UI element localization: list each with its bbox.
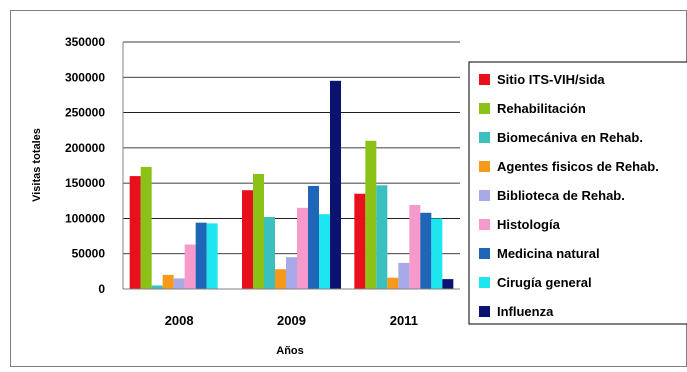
bar (365, 140, 377, 289)
axes (122, 42, 460, 290)
legend: Sitio ITS-VIH/sida Rehabilitación Biomecán… (468, 61, 687, 325)
y-tick-label: 150000 (65, 176, 105, 190)
legend-label: Biblioteca de Rehab. (497, 188, 625, 203)
bar (129, 176, 141, 289)
bar (184, 244, 196, 289)
bar (173, 278, 185, 289)
legend-swatch (479, 74, 490, 85)
legend-label: Agentes fisicos de Rehab. (497, 159, 659, 174)
bar (195, 222, 207, 289)
bar (376, 185, 388, 289)
bar (420, 212, 432, 289)
legend-swatch (479, 219, 490, 230)
legend-label: Histología (497, 217, 561, 232)
bar (286, 257, 297, 289)
legend-swatch (479, 103, 490, 114)
y-axis-label: Visitas totales (31, 128, 43, 202)
y-tick-label: 200000 (65, 141, 105, 155)
legend-label: Influenza (497, 304, 554, 319)
x-tick-label: 2011 (390, 313, 418, 328)
bar (253, 173, 264, 289)
legend-swatch (479, 161, 490, 172)
bar (206, 223, 218, 289)
bar (431, 218, 443, 289)
legend-swatch (479, 132, 490, 143)
bar (151, 285, 163, 289)
y-tick-label: 250000 (65, 106, 105, 120)
bar (442, 279, 454, 289)
bar (409, 205, 421, 289)
legend-label: Cirugía general (497, 275, 592, 290)
bar (297, 207, 308, 289)
legend-swatch (479, 306, 490, 317)
bars (129, 80, 454, 289)
bar (330, 80, 341, 289)
legend-items: Sitio ITS-VIH/sida Rehabilitación Biomecán… (479, 72, 659, 319)
bar (242, 190, 253, 289)
y-tick-labels: 0 50000 100000 150000 200000 250000 300000 3500… (65, 35, 105, 296)
legend-label: Sitio ITS-VIH/sida (497, 72, 605, 87)
legend-label: Medicina natural (497, 246, 600, 261)
legend-swatch (479, 190, 490, 201)
legend-label: Biomecániva en Rehab. (497, 130, 643, 145)
x-tick-label: 2009 (277, 313, 306, 328)
y-tick-label: 100000 (65, 211, 105, 225)
y-tick-label: 50000 (72, 247, 106, 261)
bar (387, 277, 399, 289)
legend-box (468, 61, 687, 325)
bar (275, 269, 286, 289)
x-tick-label: 2008 (165, 313, 194, 328)
bar (354, 193, 366, 289)
legend-swatch (479, 248, 490, 259)
legend-swatch (479, 277, 490, 288)
y-tick-label: 0 (98, 282, 105, 296)
bar (308, 185, 319, 289)
bar (398, 262, 410, 289)
bar (319, 214, 330, 289)
y-tick-label: 300000 (65, 70, 105, 84)
bar (140, 166, 152, 289)
y-tick-label: 350000 (65, 35, 105, 49)
bar (264, 217, 275, 289)
bar (162, 274, 174, 289)
x-tick-labels: 2008 2009 2011 (165, 313, 418, 328)
x-axis-label: Años (276, 345, 304, 357)
legend-label: Rehabilitación (497, 101, 586, 116)
